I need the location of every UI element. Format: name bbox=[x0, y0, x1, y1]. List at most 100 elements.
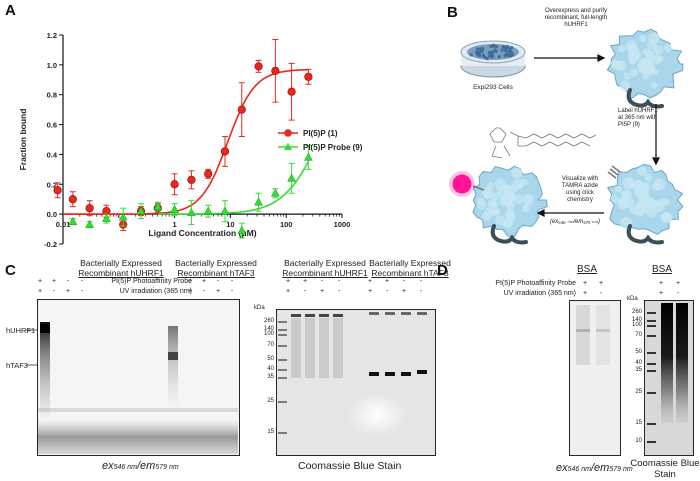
protein-bump bbox=[641, 201, 649, 209]
condition-sign: - bbox=[674, 290, 682, 298]
protein-bump bbox=[657, 56, 663, 62]
data-point bbox=[288, 88, 296, 96]
condition-sign: + bbox=[581, 280, 589, 288]
data-point bbox=[204, 170, 212, 178]
d-probe-row-label: PI(5)P Photoaffinity Probe bbox=[462, 280, 576, 288]
c-probe-row-label: PI(5)P Photoaffinity Probe bbox=[72, 278, 192, 286]
lane-band bbox=[417, 370, 427, 374]
cell-dot bbox=[507, 54, 510, 57]
lane-band bbox=[401, 372, 411, 376]
protein-bump bbox=[503, 218, 513, 228]
marker-label: 260 bbox=[620, 309, 642, 316]
data-point bbox=[221, 148, 229, 156]
protein-bump bbox=[623, 72, 631, 80]
step1-label: Overexpress and purify recombinant, full… bbox=[544, 8, 608, 29]
protein-bump bbox=[663, 199, 670, 206]
cell-dot bbox=[490, 52, 493, 55]
data-point bbox=[69, 195, 77, 203]
marker-label: 40 bbox=[252, 366, 274, 373]
protein-bump bbox=[487, 182, 494, 189]
cell-dot bbox=[495, 45, 498, 48]
condition-sign: + bbox=[50, 278, 58, 286]
protein-bump bbox=[522, 194, 533, 205]
condition-sign: + bbox=[674, 280, 682, 288]
protein-bump bbox=[615, 185, 622, 192]
cell-dot bbox=[481, 50, 484, 53]
data-point bbox=[305, 73, 313, 81]
y-tick-label: 0.6 bbox=[47, 121, 57, 130]
protein-bump bbox=[482, 212, 491, 221]
condition-sign: - bbox=[335, 278, 343, 286]
marker-label: 50 bbox=[620, 349, 642, 356]
data-point bbox=[221, 207, 229, 214]
protein-bump bbox=[651, 82, 658, 89]
ladder-band bbox=[278, 345, 287, 347]
protein-bump bbox=[622, 189, 631, 198]
c-group4-line2: Recombinant hTAF3 bbox=[360, 268, 460, 278]
condition-sign: - bbox=[318, 278, 326, 286]
lane-band bbox=[305, 314, 315, 317]
lane-band bbox=[385, 312, 395, 315]
condition-sign: - bbox=[64, 278, 72, 286]
y-tick-label: 1.0 bbox=[47, 61, 57, 70]
condition-sign: + bbox=[186, 288, 194, 296]
condition-sign: - bbox=[417, 288, 425, 296]
c-band-pointer-lines bbox=[26, 325, 40, 369]
protein-bump bbox=[645, 50, 654, 59]
protein-bump bbox=[650, 199, 658, 207]
marker-label: 15 bbox=[252, 429, 274, 436]
plot-layer: -0.20.00.20.40.60.81.01.20.01 1 10 100 1000L… bbox=[18, 31, 363, 249]
c-group1-line2: Recombinant hUHRF1 bbox=[66, 268, 176, 278]
legend-label: PI(5)P (1) bbox=[303, 129, 338, 138]
y-tick-label: 0.0 bbox=[47, 210, 57, 219]
c-group4-line1: Bacterially Expressed bbox=[360, 258, 460, 268]
x-tick-label: 0.01 bbox=[56, 220, 71, 229]
c-kda-label: kDa bbox=[254, 304, 265, 312]
condition-sign: + bbox=[657, 290, 665, 298]
condition-sign: + bbox=[383, 278, 391, 286]
marker-label: 70 bbox=[252, 342, 274, 349]
x-tick-label: 1000 bbox=[334, 220, 351, 229]
cell-dot bbox=[495, 50, 498, 53]
d-uv-row-label: UV irradiation (365 nm) bbox=[462, 290, 576, 298]
marker-label: 70 bbox=[620, 332, 642, 339]
ladder-band bbox=[647, 312, 656, 314]
protein-bump bbox=[663, 213, 673, 223]
ladder-band bbox=[278, 401, 287, 403]
c-group1-line1: Bacterially Expressed bbox=[66, 258, 176, 268]
c-group4-header: Bacterially Expressed Recombinant hTAF3 bbox=[360, 258, 460, 278]
data-point bbox=[86, 204, 94, 212]
protein-bump bbox=[491, 200, 498, 207]
protein-bump bbox=[611, 60, 621, 70]
data-point bbox=[304, 153, 312, 160]
protein-bump bbox=[626, 40, 637, 51]
cell-dot bbox=[502, 45, 505, 48]
marker-label: 35 bbox=[252, 374, 274, 381]
ladder-band bbox=[278, 369, 287, 371]
data-point bbox=[238, 106, 246, 114]
step3-wavelengths: (ex₅₄₆ ₙₘ/em₅₇₉ ₙₘ) bbox=[540, 218, 610, 226]
lane-smear bbox=[305, 318, 315, 378]
protein-icon bbox=[607, 29, 683, 106]
panel-letter-c: C bbox=[5, 262, 16, 279]
protein-bump bbox=[637, 166, 647, 176]
y-tick-label: 1.2 bbox=[47, 31, 57, 40]
condition-sign: - bbox=[78, 288, 86, 296]
marker-label: 25 bbox=[252, 398, 274, 405]
cell-dot bbox=[470, 53, 473, 56]
condition-sign: + bbox=[64, 288, 72, 296]
condition-sign: - bbox=[200, 288, 208, 296]
c-group2-header: Bacterially Expressed Recombinant hTAF3 bbox=[166, 258, 266, 278]
protein-bump bbox=[645, 174, 653, 182]
y-axis-label: Fraction bound bbox=[18, 109, 28, 171]
d-title-right: BSA bbox=[652, 264, 672, 275]
cell-dot bbox=[491, 55, 494, 58]
condition-sign: + bbox=[657, 280, 665, 288]
protein-bump bbox=[497, 186, 509, 198]
x-tick-label: 100 bbox=[280, 220, 293, 229]
ladder-band bbox=[647, 320, 656, 322]
cell-dot bbox=[482, 54, 485, 57]
ladder-band bbox=[647, 363, 656, 365]
pi5p-probe-structure-icon bbox=[490, 128, 596, 158]
